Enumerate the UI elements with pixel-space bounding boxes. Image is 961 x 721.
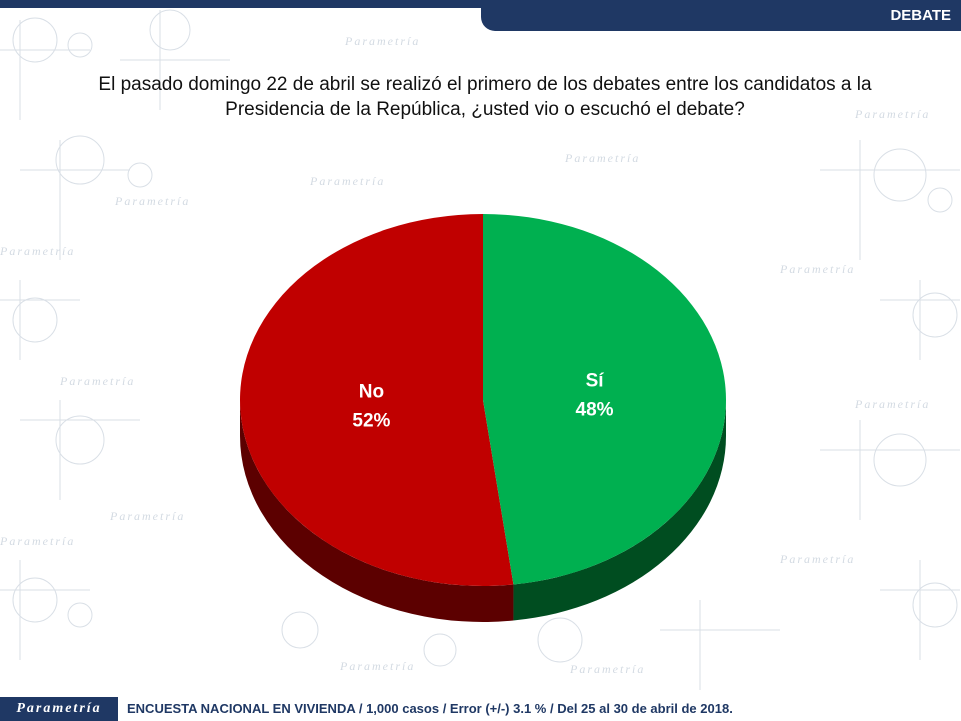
watermark-text: Parametría: [309, 174, 385, 188]
question-title: El pasado domingo 22 de abril se realizó…: [60, 72, 910, 122]
slice-label-no: No: [359, 381, 384, 402]
watermark-text: Parametría: [854, 397, 930, 411]
pie-slice-si: [483, 214, 726, 585]
section-tab: DEBATE: [481, 0, 961, 31]
watermark-text: Parametría: [339, 659, 415, 673]
section-label: DEBATE: [890, 7, 951, 24]
question-title-line2: Presidencia de la República, ¿usted vio …: [225, 99, 745, 120]
pie-side-si: [513, 400, 726, 621]
watermark-text: Parametría: [854, 107, 930, 121]
watermark-text: Parametría: [109, 509, 185, 523]
watermark-text: Parametría: [114, 194, 190, 208]
top-bar: [0, 0, 961, 8]
watermark-text: Parametría: [0, 534, 75, 548]
watermark-text: Parametría: [564, 151, 640, 165]
watermark-text: Parametría: [779, 552, 855, 566]
footer-note: ENCUESTA NACIONAL EN VIVIENDA / 1,000 ca…: [127, 701, 733, 716]
slice-value-no: 52%: [352, 410, 390, 431]
footer-logo: Parametría: [0, 697, 118, 721]
watermark-text: Parametría: [0, 244, 75, 258]
watermark-text: Parametría: [59, 374, 135, 388]
footer-logo-text: Parametría: [16, 701, 102, 716]
pie-side-no: [240, 400, 514, 622]
slice-value-si: 48%: [576, 400, 614, 421]
watermark-text: Parametría: [569, 662, 645, 676]
slice-label-si: Sí: [586, 371, 605, 392]
question-title-line1: El pasado domingo 22 de abril se realizó…: [98, 74, 872, 95]
pie-slice-no: [240, 214, 514, 586]
watermark-text: Parametría: [779, 262, 855, 276]
watermark-text: Parametría: [344, 34, 420, 48]
